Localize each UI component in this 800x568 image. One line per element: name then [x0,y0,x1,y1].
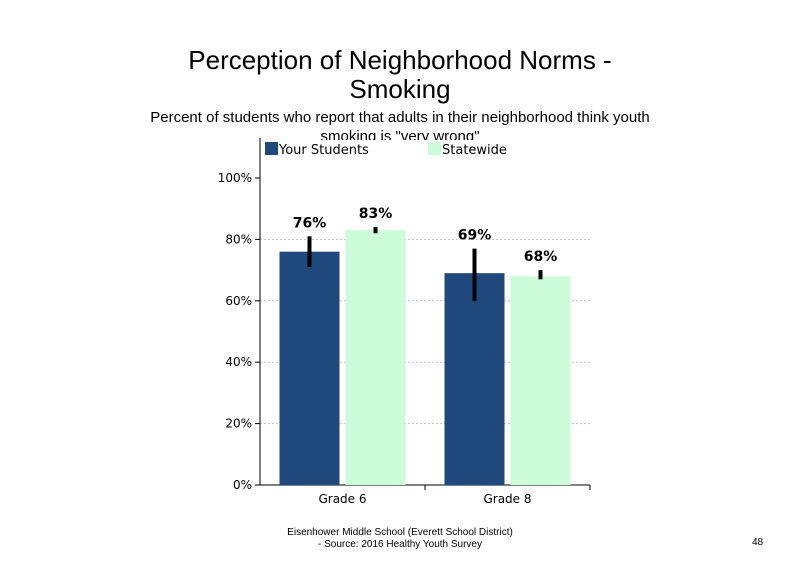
y-tick-label: 80% [225,232,252,246]
footer-source: - Source: 2016 Healthy Youth Survey [318,539,482,550]
data-label: 69% [458,228,492,244]
chart-title: Perception of Neighborhood Norms - Smoki… [100,46,700,104]
y-tick-label: 100% [218,171,252,185]
y-tick-label: 20% [225,417,252,431]
legend-label: Statewide [442,143,507,158]
x-tick-label: Grade 8 [483,492,531,506]
data-label: 68% [524,249,558,265]
chart-title-line1: Perception of Neighborhood Norms - [188,45,612,75]
legend-label: Your Students [278,143,369,158]
legend-swatch [265,142,278,155]
bar [345,230,406,485]
footer: Eisenhower Middle School (Everett School… [200,527,600,551]
data-label: 76% [293,215,327,231]
bar [510,276,571,485]
footer-school: Eisenhower Middle School (Everett School… [287,527,513,538]
y-tick-label: 0% [233,478,252,492]
x-tick-label: Grade 6 [318,492,366,506]
legend-swatch [428,142,441,155]
page-number: 48 [752,537,764,548]
bar [279,251,340,485]
data-label: 83% [359,206,393,222]
y-tick-label: 60% [225,294,252,308]
bar [444,273,505,485]
chart-title-line2: Smoking [349,74,451,104]
y-tick-label: 40% [225,355,252,369]
chart-subtitle: Percent of students who report that adul… [150,109,650,140]
